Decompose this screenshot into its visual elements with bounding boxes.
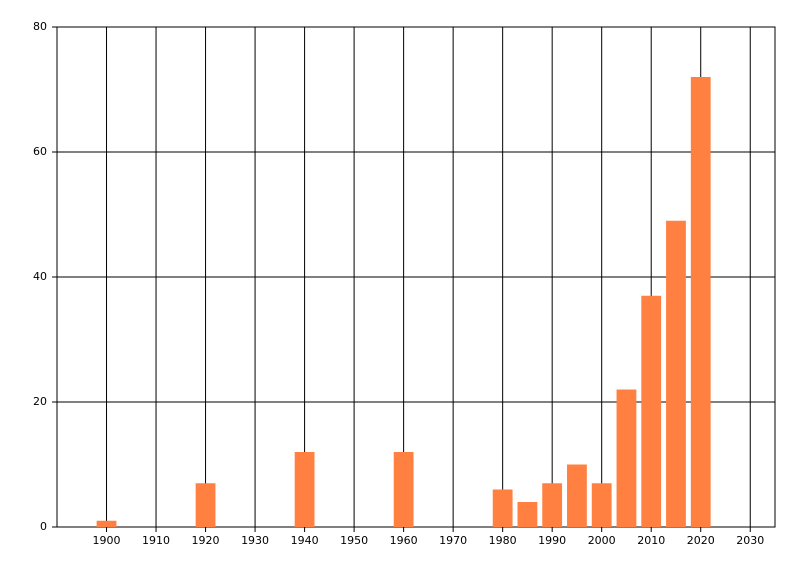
bar [567,464,587,527]
bar [641,295,662,527]
y-tick-label: 40 [33,270,47,283]
x-tick-label: 1970 [439,534,467,547]
x-tick-label: 1940 [291,534,319,547]
x-tick-label: 1920 [192,534,220,547]
bar [492,489,513,527]
x-tick-label: 2010 [637,534,665,547]
bar [542,483,563,527]
x-tick-label: 2030 [736,534,764,547]
y-tick-label: 80 [33,20,47,33]
x-tick-label: 1900 [93,534,121,547]
x-tick-label: 1930 [241,534,269,547]
x-tick-label: 1990 [538,534,566,547]
bar [96,520,117,527]
bar [195,483,216,527]
x-tick-label: 1960 [390,534,418,547]
x-tick-label: 1980 [489,534,517,547]
y-tick-label: 20 [33,395,47,408]
y-tick-label: 0 [40,520,47,533]
y-tick-label: 60 [33,145,47,158]
x-tick-label: 1910 [142,534,170,547]
bar [393,452,414,527]
x-tick-label: 2020 [687,534,715,547]
bar [294,452,315,527]
x-tick-label: 1950 [340,534,368,547]
x-tick-label: 2000 [588,534,616,547]
bar [666,220,686,527]
bar [690,77,711,527]
bar [616,389,637,527]
bar [517,502,538,527]
bar [591,483,612,527]
